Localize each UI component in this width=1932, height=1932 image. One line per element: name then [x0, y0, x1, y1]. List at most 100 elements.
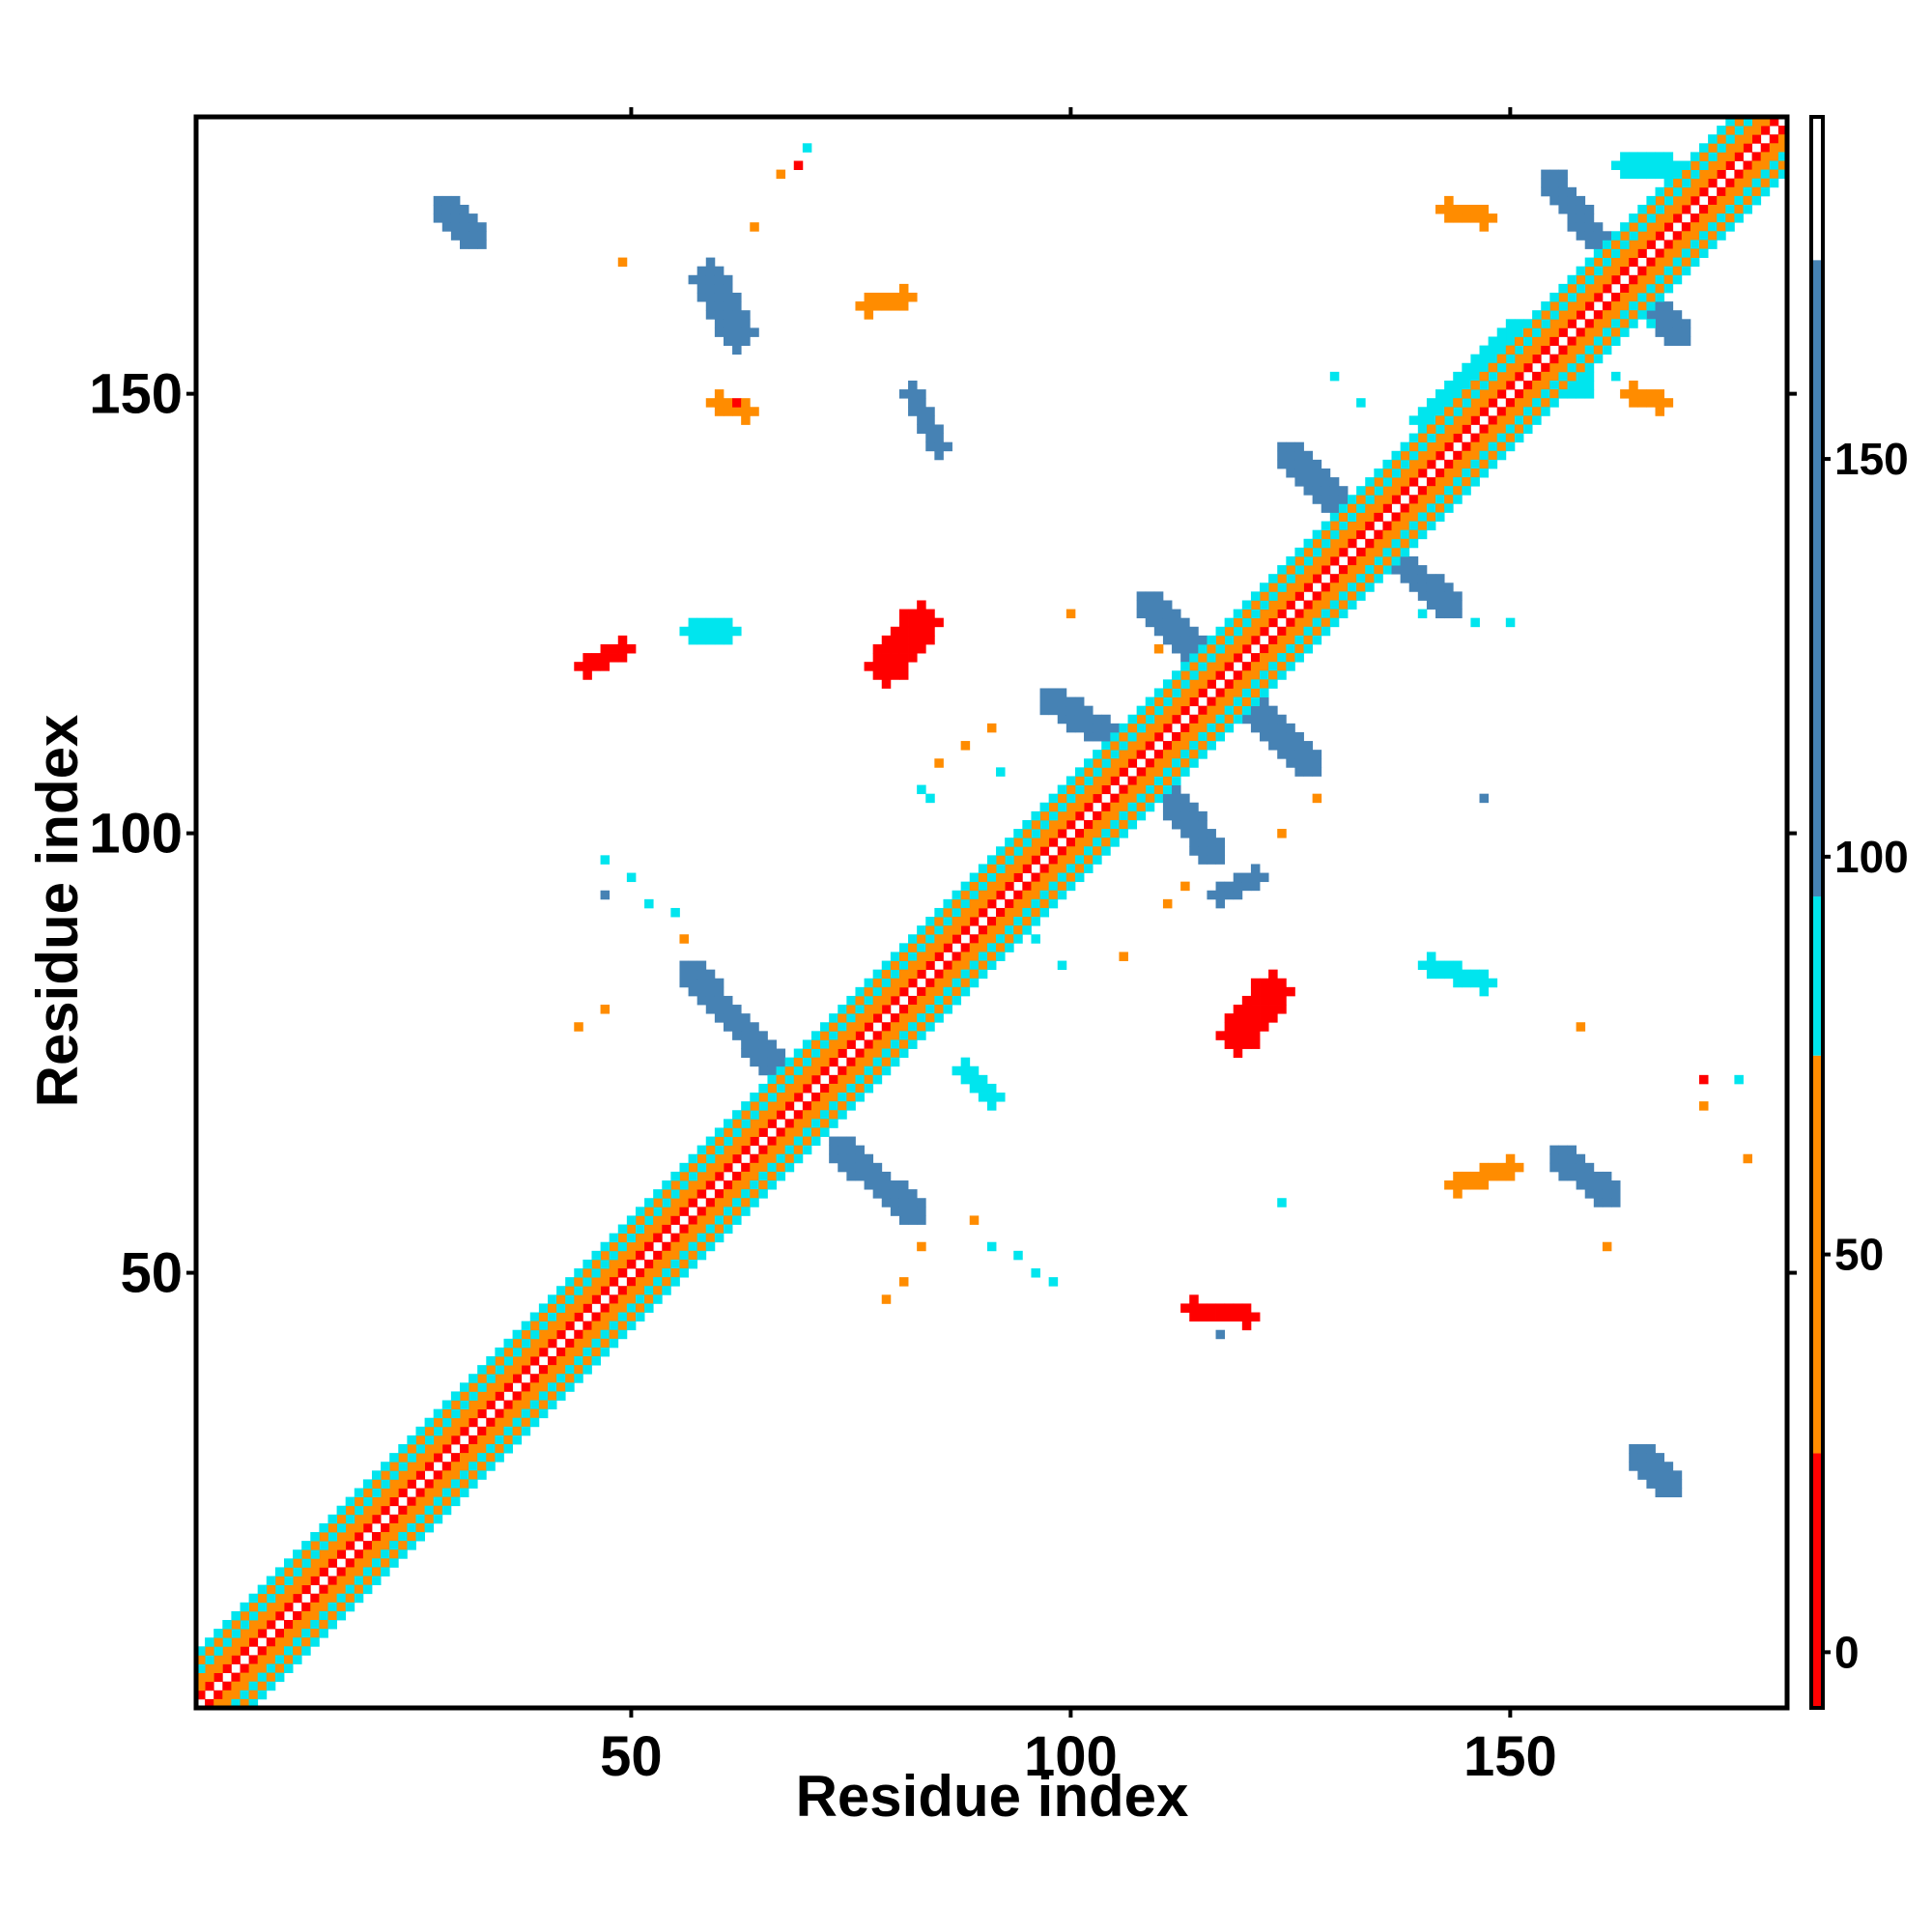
heatmap-cell — [433, 1426, 443, 1436]
heatmap-cell — [705, 266, 716, 276]
heatmap-cell — [1065, 864, 1076, 873]
heatmap-cell — [1277, 635, 1287, 645]
heatmap-cell — [1260, 662, 1269, 671]
heatmap-cell — [890, 1048, 900, 1059]
heatmap-cell — [591, 1356, 601, 1366]
heatmap-cell — [1084, 819, 1094, 830]
heatmap-cell — [1435, 441, 1445, 452]
heatmap-cell — [1681, 222, 1691, 232]
heatmap-cell — [495, 1356, 504, 1366]
heatmap-cell — [1444, 960, 1454, 971]
heatmap-cell — [1532, 389, 1542, 399]
heatmap-cell — [1180, 643, 1190, 654]
heatmap-cell — [398, 1488, 408, 1498]
heatmap-cell — [1224, 723, 1235, 733]
heatmap-cell — [1207, 696, 1216, 707]
heatmap-cell — [1549, 1162, 1559, 1173]
heatmap-cell — [362, 1479, 373, 1489]
heatmap-cell — [362, 1549, 373, 1559]
heatmap-cell — [688, 1241, 698, 1252]
heatmap-cell — [723, 1127, 733, 1137]
heatmap-cell — [301, 1610, 311, 1621]
heatmap-cell — [810, 1101, 821, 1111]
heatmap-cell — [705, 995, 716, 1006]
heatmap-cell — [354, 1522, 364, 1533]
heatmap-cell — [319, 1593, 328, 1604]
heatmap-cell — [898, 670, 909, 680]
heatmap-cell — [1717, 126, 1726, 135]
heatmap-cell — [1233, 653, 1243, 663]
heatmap-cell — [398, 1453, 408, 1463]
heatmap-cell — [1593, 222, 1604, 232]
heatmap-cell — [1233, 1048, 1243, 1059]
heatmap-cell — [617, 1312, 628, 1322]
heatmap-cell — [793, 1083, 804, 1094]
heatmap-cell — [1294, 758, 1304, 768]
heatmap-cell — [679, 978, 689, 988]
heatmap-cell — [1523, 354, 1533, 364]
heatmap-cell — [486, 1417, 496, 1428]
heatmap-cell — [829, 1074, 838, 1085]
heatmap-cell — [1268, 1013, 1278, 1023]
heatmap-cell — [503, 1408, 513, 1419]
heatmap-cell — [1093, 810, 1102, 821]
heatmap-cell — [1268, 995, 1278, 1006]
x-tick-label: 50 — [600, 1725, 663, 1788]
heatmap-cell — [574, 1277, 583, 1287]
heatmap-cell — [723, 617, 733, 628]
heatmap-cell — [1541, 362, 1550, 373]
heatmap-cell — [1286, 565, 1295, 575]
heatmap-cell — [1250, 723, 1261, 733]
heatmap-cell — [1435, 424, 1445, 434]
heatmap-cell — [1655, 195, 1665, 206]
heatmap-cell — [1549, 1153, 1559, 1164]
heatmap-cell — [732, 336, 742, 346]
heatmap-cell — [908, 969, 918, 980]
heatmap-cell — [477, 1400, 487, 1410]
heatmap-cell — [240, 1690, 249, 1700]
heatmap-cell — [1567, 380, 1577, 390]
heatmap-cell — [960, 960, 971, 971]
heatmap-cell — [1488, 459, 1498, 469]
heatmap-cell — [960, 917, 971, 926]
heatmap-cell — [1681, 248, 1691, 258]
heatmap-cell — [1444, 582, 1454, 592]
heatmap-cell — [688, 969, 698, 980]
heatmap-cell — [864, 1180, 874, 1190]
heatmap-cell — [1479, 978, 1490, 988]
heatmap-cell — [1084, 767, 1094, 777]
heatmap-cell — [469, 1400, 478, 1410]
heatmap-cell — [1145, 784, 1155, 795]
heatmap-cell — [240, 1620, 249, 1630]
heatmap-cell — [1303, 565, 1314, 575]
heatmap-cell — [1189, 696, 1199, 707]
heatmap-cell — [1655, 283, 1665, 294]
heatmap-cell — [1303, 486, 1314, 496]
heatmap-cell — [450, 1470, 461, 1480]
heatmap-cell — [626, 1303, 637, 1313]
heatmap-cell — [459, 1453, 469, 1463]
heatmap-cell — [1260, 591, 1269, 601]
heatmap-cell — [723, 1198, 733, 1208]
heatmap-cell — [1663, 169, 1674, 180]
heatmap-cell — [1294, 555, 1304, 566]
heatmap-cell — [714, 1136, 724, 1147]
heatmap-cell — [1180, 750, 1190, 759]
heatmap-cell — [723, 1215, 733, 1225]
heatmap-cell — [1769, 143, 1779, 153]
heatmap-cell — [1207, 723, 1216, 733]
heatmap-cell — [908, 635, 918, 645]
heatmap-cell — [381, 1567, 390, 1577]
heatmap-cell — [1101, 767, 1111, 777]
heatmap-cell — [1260, 643, 1269, 654]
heatmap-cell — [917, 626, 926, 637]
heatmap-cell — [1435, 591, 1445, 601]
heatmap-cell — [1022, 819, 1032, 830]
heatmap-cell — [1672, 160, 1683, 170]
heatmap-cell — [512, 1426, 523, 1436]
heatmap-cell — [855, 1065, 865, 1076]
heatmap-cell — [248, 1663, 259, 1673]
heatmap-cell — [872, 986, 883, 997]
heatmap-cell — [1426, 433, 1436, 443]
heatmap-cell — [1260, 714, 1269, 724]
